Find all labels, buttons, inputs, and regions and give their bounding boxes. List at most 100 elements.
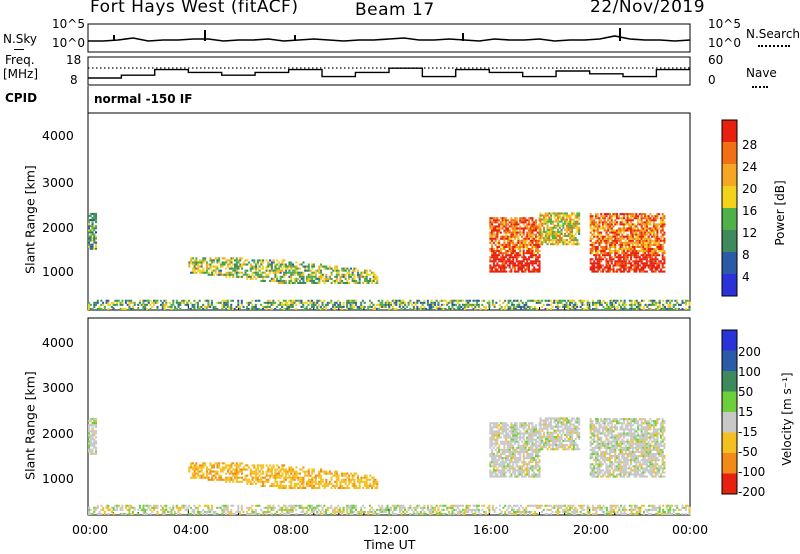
velocity-cell — [198, 504, 201, 507]
velocity-cell — [375, 512, 379, 515]
power-cell — [630, 303, 633, 306]
velocity-cell — [539, 439, 542, 443]
power-cell — [362, 271, 365, 274]
velocity-cell — [297, 486, 300, 490]
velocity-cell — [519, 459, 522, 462]
power-cell — [237, 299, 240, 302]
power-cell — [358, 277, 361, 280]
velocity-cell — [314, 508, 317, 511]
power-cell — [510, 260, 513, 263]
velocity-cell — [126, 504, 129, 507]
velocity-cell — [463, 508, 466, 511]
power-cell — [503, 229, 506, 232]
power-cell — [491, 301, 494, 304]
velocity-cell — [488, 508, 491, 511]
power-cell — [524, 227, 527, 230]
power-cell — [347, 299, 350, 302]
power-cell — [421, 301, 424, 304]
power-cell — [218, 259, 221, 262]
velocity-cell — [102, 508, 105, 511]
power-cell — [307, 267, 310, 270]
power-cell — [498, 260, 501, 263]
velocity-cell — [522, 432, 525, 435]
velocity-cell — [593, 512, 596, 515]
velocity-cell — [515, 428, 518, 431]
velocity-cell — [529, 422, 532, 425]
power-cell — [124, 299, 127, 302]
velocity-cell — [498, 469, 501, 472]
power-cell — [522, 229, 525, 232]
velocity-cell — [279, 482, 282, 485]
velocity-cell — [372, 512, 375, 515]
power-cell — [451, 307, 454, 310]
power-cell — [560, 224, 563, 227]
velocity-cell — [529, 459, 532, 462]
velocity-cell — [286, 512, 289, 515]
velocity-cell — [182, 506, 185, 509]
power-cell — [491, 231, 494, 234]
power-cell — [611, 303, 614, 306]
velocity-cell — [358, 486, 361, 490]
velocity-cell — [581, 512, 584, 515]
velocity-cell — [544, 512, 547, 515]
velocity-cell — [288, 480, 291, 483]
power-cell — [510, 227, 513, 230]
velocity-cell — [342, 474, 345, 477]
power-cell — [513, 223, 516, 226]
time-tick-2: 08:00 — [273, 522, 310, 537]
velocity-cell — [355, 486, 358, 490]
power-cell — [574, 216, 577, 219]
power-cell — [548, 212, 551, 215]
power-cell — [370, 301, 373, 304]
nsky-trace — [88, 35, 691, 42]
power-cell — [251, 273, 254, 276]
velocity-cell — [620, 512, 623, 515]
velocity-cell — [534, 440, 538, 443]
power-cell — [501, 268, 504, 271]
power-cell — [589, 252, 592, 255]
velocity-cell — [390, 506, 393, 509]
power-cell — [574, 305, 577, 308]
velocity-cell — [556, 504, 559, 507]
velocity-cell — [589, 426, 592, 429]
velocity-cell — [551, 446, 554, 449]
power-cell — [232, 263, 235, 266]
power-cell — [505, 237, 508, 240]
power-cell — [553, 220, 556, 223]
velocity-cell — [398, 510, 401, 513]
velocity-cell — [226, 476, 230, 479]
velocity-cell — [505, 432, 508, 435]
velocity-cell — [335, 476, 338, 479]
velocity-cell — [198, 466, 201, 469]
power-cell — [503, 231, 506, 234]
power-cell — [211, 259, 214, 262]
power-cell — [219, 269, 222, 272]
power-cell — [551, 241, 554, 244]
power-cell — [449, 301, 452, 304]
power-cell — [515, 221, 518, 224]
velocity-cell — [546, 437, 549, 440]
power-cell — [168, 301, 171, 304]
power-cell — [491, 225, 494, 228]
velocity-cell — [639, 508, 642, 511]
power-cell — [293, 265, 296, 268]
velocity-cell — [439, 504, 442, 507]
velocity-cell — [522, 465, 525, 468]
velocity-cell — [242, 466, 245, 469]
power-cell — [362, 275, 365, 278]
power-cell — [688, 305, 691, 308]
power-cell — [563, 299, 566, 302]
velocity-cell — [318, 508, 321, 511]
velocity-cell — [572, 512, 575, 515]
velocity-cell — [221, 478, 224, 481]
power-cell — [284, 263, 287, 266]
power-cell — [363, 305, 366, 308]
power-cell — [488, 299, 491, 302]
power-cell — [326, 303, 329, 306]
power-cell — [233, 269, 237, 272]
power-cell — [348, 271, 351, 274]
power-cell — [536, 260, 539, 263]
power-cell — [519, 245, 522, 248]
power-cell — [544, 239, 547, 242]
power-cell — [323, 267, 326, 270]
